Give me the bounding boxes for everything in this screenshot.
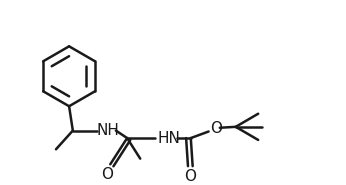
- Text: O: O: [210, 121, 222, 136]
- Text: O: O: [101, 167, 113, 182]
- Text: O: O: [184, 169, 196, 184]
- Text: HN: HN: [158, 131, 181, 146]
- Text: NH: NH: [96, 123, 119, 138]
